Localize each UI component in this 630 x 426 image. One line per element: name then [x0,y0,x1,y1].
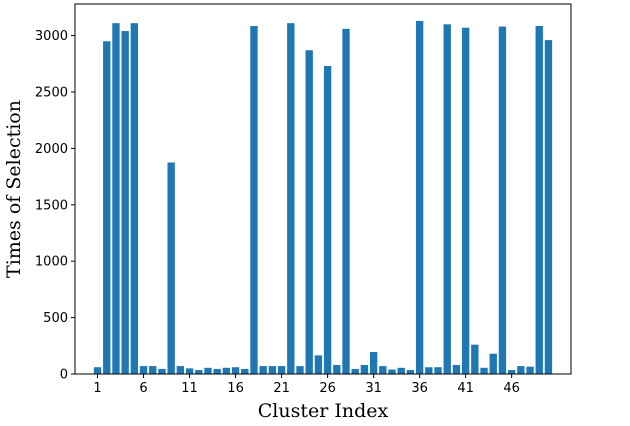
bar-cluster-28 [342,28,350,374]
y-tick-label: 2000 [35,142,68,157]
y-axis-label: Times of Selection [3,100,25,278]
bar-cluster-42 [471,344,479,374]
bar-cluster-23 [296,366,304,374]
bar-cluster-36 [415,20,424,374]
bar-cluster-48 [526,366,534,374]
bar-cluster-19 [259,366,267,374]
x-tick-label: 16 [227,381,244,396]
bar-cluster-10 [176,366,185,374]
y-tick-label: 1500 [35,198,68,213]
bar-cluster-41 [461,27,470,374]
bar-cluster-24 [305,50,313,374]
bar-cluster-12 [195,370,203,374]
bar-cluster-37 [425,367,433,374]
bar-cluster-21 [277,366,286,374]
x-tick-label: 1 [93,381,101,396]
bar-cluster-40 [452,364,461,374]
bar-cluster-13 [204,367,212,374]
bar-cluster-20 [268,366,277,374]
plot-frame [74,3,572,375]
bars-group [93,20,553,375]
y-tick-label: 500 [43,311,68,326]
bar-cluster-34 [397,367,405,374]
x-tick-label: 6 [139,381,147,396]
bar-cluster-49 [535,26,543,374]
bar-cluster-33 [388,369,396,374]
bar-cluster-31 [369,352,378,374]
bar-cluster-43 [480,367,488,374]
bar-cluster-11 [185,368,194,374]
x-tick-label: 46 [503,381,520,396]
x-axis-label: Cluster Index [258,400,389,422]
bar-cluster-46 [507,370,516,374]
bar-cluster-14 [213,368,221,374]
bar-cluster-50 [544,40,553,374]
bar-cluster-35 [406,370,415,374]
bar-cluster-8 [158,368,166,374]
y-tick-label: 1000 [35,255,68,270]
bar-cluster-2 [103,41,111,374]
bar-cluster-38 [434,367,442,374]
bar-cluster-4 [121,31,129,374]
bar-cluster-1 [93,367,102,374]
bar-cluster-39 [443,24,451,375]
bar-cluster-25 [314,355,323,374]
y-tick-label: 0 [60,368,68,383]
y-axis: 0 500 1000 1500 2000 2500 3000 [35,29,75,383]
bar-cluster-27 [333,364,341,374]
bar-cluster-16 [231,367,240,374]
x-tick-label: 26 [319,381,336,396]
y-tick-label: 3000 [35,29,68,44]
bar-cluster-9 [167,162,175,374]
bar-cluster-15 [222,367,231,374]
bar-cluster-22 [287,23,295,375]
x-tick-label: 41 [457,381,474,396]
y-tick-label: 2500 [35,85,68,100]
bar-cluster-18 [250,26,258,374]
x-axis: 1 6 11 16 21 26 31 36 41 46 [93,374,520,396]
bar-cluster-17 [241,368,249,374]
bar-cluster-6 [139,366,148,374]
x-tick-label: 31 [365,381,382,396]
bar-cluster-5 [130,23,139,375]
bar-cluster-29 [351,368,359,374]
bar-cluster-26 [323,66,332,374]
x-tick-label: 11 [181,381,198,396]
bar-cluster-3 [112,23,120,375]
bar-cluster-32 [379,366,387,374]
bar-cluster-45 [498,26,507,375]
bar-cluster-7 [149,366,157,374]
x-tick-label: 21 [273,381,290,396]
x-tick-label: 36 [411,381,428,396]
bar-cluster-47 [517,366,525,374]
bar-cluster-30 [360,364,369,374]
bar-cluster-44 [489,353,497,374]
